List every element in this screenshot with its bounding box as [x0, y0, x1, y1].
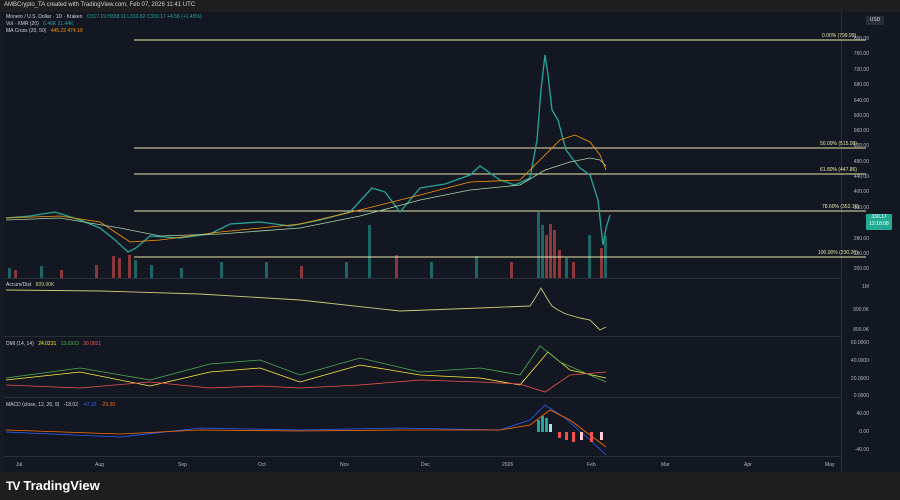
- currency-button[interactable]: USD: [866, 16, 884, 25]
- price-tick: 280.00: [853, 236, 869, 242]
- macd-tick: 0.00: [859, 429, 869, 435]
- time-tick: Mar: [661, 462, 670, 468]
- current-price: 330.17: [871, 214, 887, 220]
- symbol-legend[interactable]: Monero / U.S. Dollar · 1D · Kraken O317.…: [6, 14, 205, 20]
- dmi-legend[interactable]: DMI (14, 14) 24.0231 13.0923 30.0821: [6, 341, 104, 347]
- time-tick: Nov: [340, 462, 349, 468]
- fib-label-100: 100.00% (230.26): [818, 250, 858, 256]
- fib-label-50: 50.00% (515.08): [820, 141, 857, 147]
- pane-divider[interactable]: [4, 336, 870, 337]
- accum-dist-tick: 1M: [862, 284, 869, 290]
- dmi-label: DMI (14, 14): [6, 341, 34, 347]
- ma-cross-values: 445.22 474.19: [50, 28, 83, 34]
- macd-value: -47.32: [82, 402, 97, 408]
- price-tick: 760.00: [853, 51, 869, 57]
- symbol-name: Monero / U.S. Dollar · 1D · Kraken: [6, 14, 83, 20]
- right-margin: [872, 12, 900, 472]
- fib-label-0: 0.00% (799.99): [822, 33, 857, 39]
- current-price-badge: 330.17 12:18:08: [866, 214, 892, 230]
- fib-label-618: 61.80% (447.86): [820, 167, 857, 173]
- volume-label: Vol · XMR (20): [6, 21, 39, 27]
- price-tick: 400.00: [853, 189, 869, 195]
- macd-signal-line: [5, 409, 607, 448]
- price-tick: 520.00: [853, 143, 869, 149]
- dmi-tick: 40.0000: [850, 358, 869, 364]
- macd-signal-value: -29.30: [100, 402, 116, 408]
- macd-hist-value: -18.02: [63, 402, 78, 408]
- macd-line: [5, 404, 607, 456]
- dmi-plus-line: [5, 345, 607, 383]
- price-tick: 560.00: [853, 128, 869, 134]
- time-tick: Jul: [16, 462, 23, 468]
- pane-divider: [4, 456, 870, 457]
- fib-label-786: 78.60% (352.16): [822, 204, 859, 210]
- accum-dist-value: 809.90K: [35, 282, 55, 288]
- title-bar: AMBCrypto_TA created with TradingView.co…: [0, 0, 900, 12]
- time-tick: Aug: [95, 462, 104, 468]
- time-tick: Feb: [587, 462, 596, 468]
- price-line: [5, 54, 611, 253]
- dmi-plus-value: 13.0923: [60, 341, 79, 347]
- price-tick: 680.00: [853, 82, 869, 88]
- ma-cross-legend[interactable]: MA Cross (20, 50) 445.22 474.19: [6, 28, 86, 34]
- volume-values: 6.46K 21.44K: [43, 21, 74, 27]
- time-tick: May: [825, 462, 835, 468]
- dmi-tick: 0.0000: [853, 393, 869, 399]
- time-tick: Dec: [421, 462, 430, 468]
- dmi-minus-value: 30.0821: [83, 341, 102, 347]
- pane-divider[interactable]: [4, 278, 870, 279]
- price-tick: 720.00: [853, 67, 869, 73]
- macd-tick: -40.00: [854, 447, 869, 453]
- price-tick: 600.00: [853, 113, 869, 119]
- accum-dist-pane[interactable]: [4, 279, 841, 336]
- price-tick: 800.00: [853, 36, 869, 42]
- chart-graphics: [5, 39, 866, 456]
- dmi-adx-line: [5, 351, 607, 387]
- price-pane[interactable]: [4, 12, 841, 278]
- time-tick: Apr: [744, 462, 752, 468]
- accum-dist-tick: 900.0K: [853, 307, 869, 313]
- ma20-line: [5, 134, 607, 243]
- macd-tick: 40.00: [856, 411, 869, 417]
- dmi-minus-line: [5, 371, 607, 393]
- time-tick: Oct: [258, 462, 266, 468]
- tradingview-logo-icon: TV: [6, 479, 20, 493]
- price-tick: 440.00: [853, 174, 869, 180]
- tradingview-logo[interactable]: TV TradingView: [6, 478, 100, 493]
- time-tick: Sep: [178, 462, 187, 468]
- accum-dist-line: [5, 287, 607, 331]
- price-tick: 360.00: [853, 205, 869, 211]
- price-axis[interactable]: [841, 12, 871, 472]
- dmi-adx-value: 24.0231: [38, 341, 57, 347]
- pane-divider[interactable]: [4, 397, 870, 398]
- volume-legend[interactable]: Vol · XMR (20) 6.46K 21.44K: [6, 21, 77, 27]
- macd-histogram: [537, 416, 603, 442]
- macd-legend[interactable]: MACD (close, 12, 26, 9) -18.02 -47.32 -2…: [6, 402, 118, 408]
- price-tick: 200.00: [853, 266, 869, 272]
- ohlc-values: O317.19 H338.11 L310.82 C330.17 +4.58 (+…: [86, 14, 202, 20]
- ma50-line: [5, 157, 607, 237]
- time-tick: 2026: [502, 462, 514, 468]
- accum-dist-label: Accum/Dist: [6, 282, 32, 288]
- chart-title: AMBCrypto_TA created with TradingView.co…: [4, 2, 196, 8]
- macd-label: MACD (close, 12, 26, 9): [6, 402, 60, 408]
- price-tick: 240.00: [853, 251, 869, 257]
- price-tick: 480.00: [853, 159, 869, 165]
- ma-cross-label: MA Cross (20, 50): [6, 28, 47, 34]
- brand-name: TradingView: [23, 478, 100, 493]
- fib-retracement: [134, 39, 866, 258]
- dmi-pane[interactable]: [4, 337, 841, 397]
- macd-pane[interactable]: [4, 398, 841, 456]
- dmi-tick: 20.0000: [850, 376, 869, 382]
- price-tick: 640.00: [853, 98, 869, 104]
- accum-dist-tick: 800.0K: [853, 327, 869, 333]
- accum-dist-legend[interactable]: Accum/Dist 809.90K: [6, 282, 57, 288]
- time-axis[interactable]: [4, 456, 841, 472]
- bar-countdown: 12:18:08: [869, 221, 889, 227]
- price-axis-ticks: 800.00 760.00 720.00 680.00 640.00 600.0…: [841, 0, 872, 472]
- dmi-tick: 60.0000: [850, 340, 869, 346]
